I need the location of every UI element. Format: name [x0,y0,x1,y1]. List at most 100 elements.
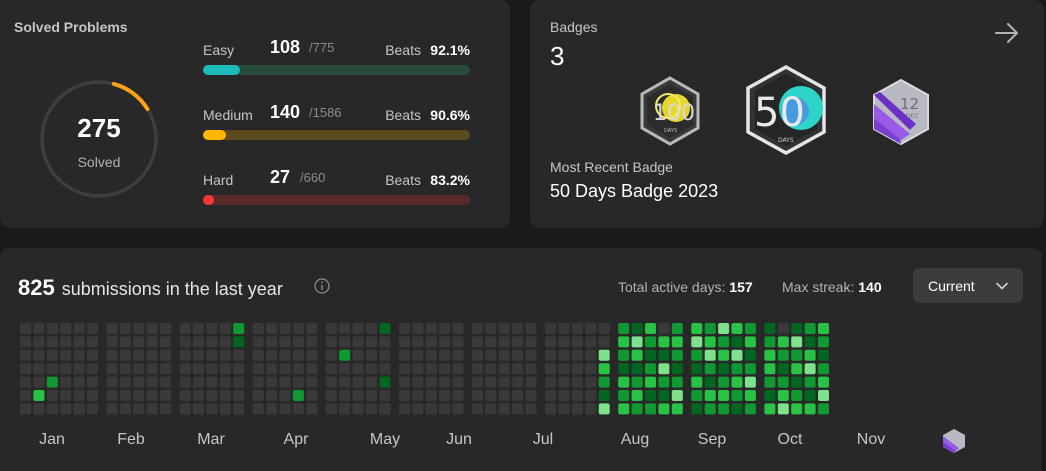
heatmap-cell[interactable] [704,376,716,388]
heatmap-cell[interactable] [618,363,630,375]
heatmap-cell[interactable] [439,363,451,375]
heatmap-cell[interactable] [206,363,218,375]
heatmap-cell[interactable] [731,349,743,361]
heatmap-cell[interactable] [398,363,410,375]
heatmap-cell[interactable] [306,390,318,401]
heatmap-cell[interactable] [691,376,703,388]
heatmap-cell[interactable] [133,403,145,415]
heatmap-cell[interactable] [106,323,118,334]
heatmap-cell[interactable] [20,349,31,361]
heatmap-cell[interactable] [146,349,158,361]
badge-100-days-icon[interactable]: 100 DAYS [638,76,702,146]
heatmap-cell[interactable] [366,323,377,334]
heatmap-cell[interactable] [525,363,537,375]
heatmap-cell[interactable] [325,376,337,388]
heatmap-cell[interactable] [744,376,756,388]
heatmap-cell[interactable] [804,349,816,361]
heatmap-cell[interactable] [525,403,537,415]
heatmap-cell[interactable] [179,336,191,348]
heatmap-cell[interactable] [292,349,304,361]
heatmap-cell[interactable] [20,403,31,415]
heatmap-cell[interactable] [179,363,191,375]
heatmap-cell[interactable] [412,349,424,361]
heatmap-cell[interactable] [366,390,377,401]
heatmap-cell[interactable] [306,336,318,348]
heatmap-cell[interactable] [279,363,291,375]
heatmap-cell[interactable] [379,363,391,375]
heatmap-cell[interactable] [292,390,304,401]
heatmap-cell[interactable] [691,363,703,375]
heatmap-cell[interactable] [106,336,118,348]
heatmap-cell[interactable] [339,349,351,361]
heatmap-cell[interactable] [379,336,391,348]
heatmap-cell[interactable] [558,363,570,375]
heatmap-cell[interactable] [87,403,98,415]
heatmap-cell[interactable] [339,363,351,375]
heatmap-cell[interactable] [764,403,776,415]
heatmap-cell[interactable] [119,323,131,334]
heatmap-cell[interactable] [160,403,172,415]
heatmap-cell[interactable] [339,376,351,388]
heatmap-cell[interactable] [452,390,464,401]
heatmap-cell[interactable] [731,403,743,415]
heatmap-cell[interactable] [133,349,145,361]
heatmap-cell[interactable] [266,376,278,388]
heatmap-cell[interactable] [179,349,191,361]
heatmap-cell[interactable] [219,349,231,361]
heatmap-cell[interactable] [233,376,245,388]
heatmap-cell[interactable] [452,336,464,348]
heatmap-cell[interactable] [658,336,670,348]
heatmap-cell[interactable] [425,376,437,388]
heatmap-cell[interactable] [671,363,683,375]
heatmap-cell[interactable] [804,323,816,334]
heatmap-cell[interactable] [645,390,656,401]
heatmap-cell[interactable] [718,323,730,334]
heatmap-cell[interactable] [545,336,557,348]
heatmap-cell[interactable] [119,363,131,375]
heatmap-cell[interactable] [352,336,364,348]
heatmap-cell[interactable] [485,349,497,361]
heatmap-cell[interactable] [219,376,231,388]
heatmap-cell[interactable] [485,376,497,388]
heatmap-cell[interactable] [46,363,58,375]
heatmap-cell[interactable] [439,403,451,415]
heatmap-cell[interactable] [585,376,597,388]
heatmap-cell[interactable] [804,376,816,388]
heatmap-cell[interactable] [452,376,464,388]
heatmap-cell[interactable] [379,390,391,401]
heatmap-cell[interactable] [545,323,557,334]
december-badge-icon[interactable] [942,428,966,454]
heatmap-cell[interactable] [60,336,72,348]
heatmap-cell[interactable] [133,376,145,388]
heatmap-cell[interactable] [325,390,337,401]
heatmap-cell[interactable] [119,403,131,415]
heatmap-cell[interactable] [525,336,537,348]
heatmap-cell[interactable] [671,349,683,361]
heatmap-cell[interactable] [87,336,98,348]
heatmap-cell[interactable] [398,349,410,361]
heatmap-cell[interactable] [46,376,58,388]
heatmap-cell[interactable] [658,403,670,415]
heatmap-cell[interactable] [631,323,643,334]
heatmap-cell[interactable] [193,323,204,334]
heatmap-cell[interactable] [193,403,204,415]
heatmap-cell[interactable] [691,390,703,401]
heatmap-cell[interactable] [252,390,264,401]
heatmap-cell[interactable] [671,336,683,348]
heatmap-cell[interactable] [558,390,570,401]
heatmap-cell[interactable] [498,336,510,348]
heatmap-cell[interactable] [618,390,630,401]
heatmap-cell[interactable] [525,376,537,388]
heatmap-cell[interactable] [325,403,337,415]
heatmap-cell[interactable] [439,390,451,401]
heatmap-cell[interactable] [818,349,829,361]
heatmap-cell[interactable] [439,336,451,348]
heatmap-cell[interactable] [472,403,483,415]
heatmap-cell[interactable] [33,349,45,361]
heatmap-cell[interactable] [20,390,31,401]
heatmap-cell[interactable] [279,376,291,388]
heatmap-cell[interactable] [412,336,424,348]
heatmap-cell[interactable] [571,390,583,401]
heatmap-cell[interactable] [366,403,377,415]
heatmap-cell[interactable] [87,390,98,401]
